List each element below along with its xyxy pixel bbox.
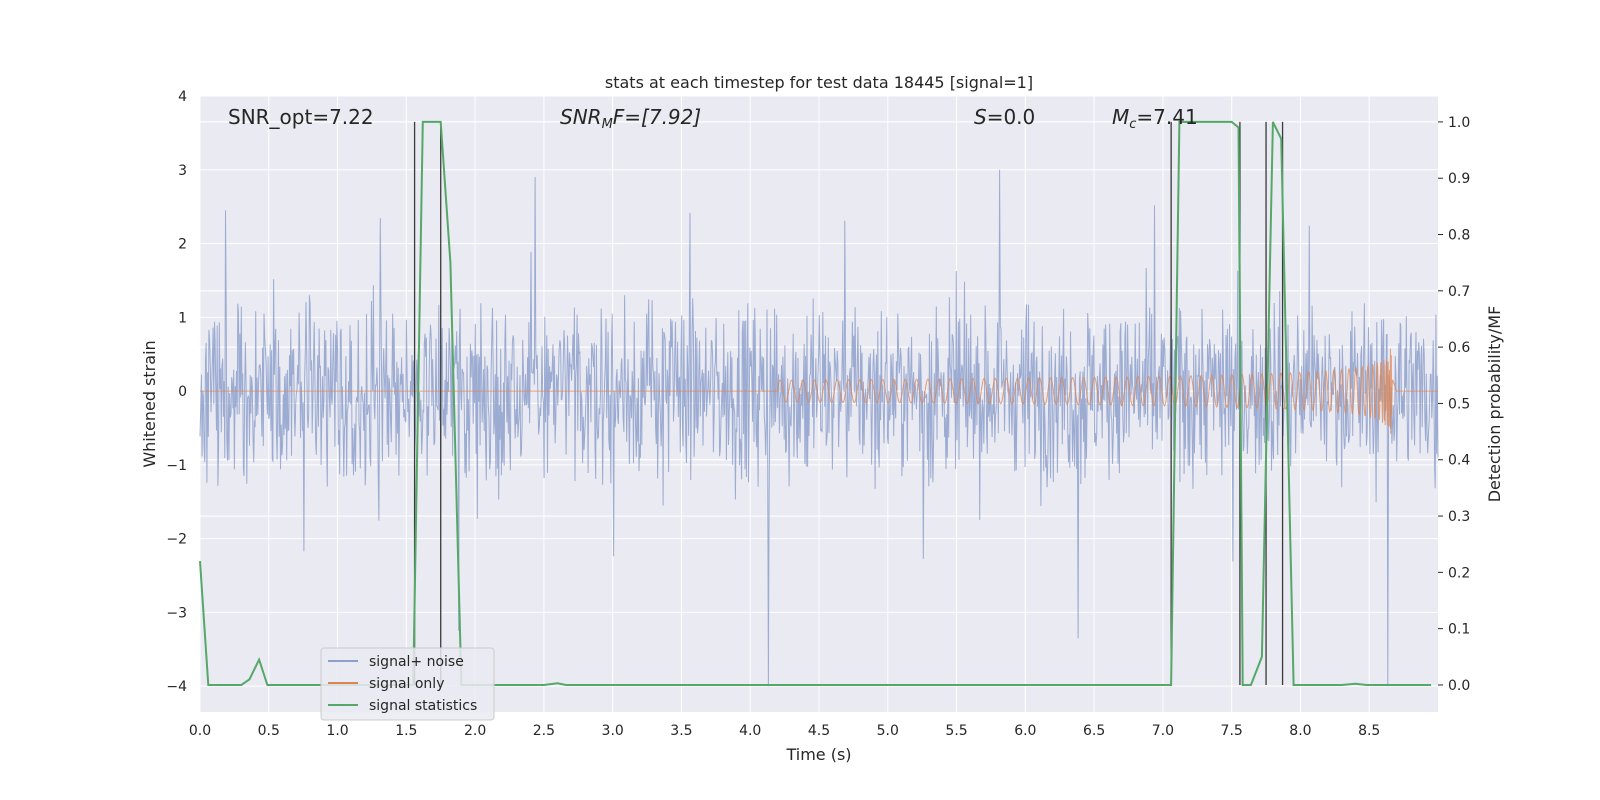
x-tick-label: 0.0 bbox=[189, 723, 211, 739]
x-tick-label: 1.5 bbox=[395, 723, 417, 739]
x-tick-label: 8.5 bbox=[1358, 723, 1380, 739]
x-ticks: 0.0 0.5 1.0 1.5 2.0 2.5 3.0 3.5 4.0 4.5 5.0 5.5 6.0 6… bbox=[189, 723, 1380, 739]
y-tick-label: −3 bbox=[166, 605, 187, 621]
legend: signal+ noise signal only signal statist… bbox=[320, 647, 495, 721]
y2-tick-label: 0.0 bbox=[1448, 678, 1470, 694]
y2-tick-label: 0.3 bbox=[1448, 509, 1470, 525]
y-ticks: 4 3 2 1 0 −1 −2 −3 −4 bbox=[166, 89, 187, 695]
series-signal-only bbox=[200, 348, 1438, 434]
x-tick-label: 6.0 bbox=[1014, 723, 1036, 739]
x-tick-label: 8.0 bbox=[1289, 723, 1311, 739]
legend-label-stats: signal statistics bbox=[369, 698, 477, 714]
x-tick-label: 4.5 bbox=[808, 723, 830, 739]
series-signal-noise bbox=[199, 169, 1439, 687]
x-tick-label: 2.5 bbox=[533, 723, 555, 739]
legend-label-signal: signal only bbox=[369, 676, 444, 692]
x-tick-label: 1.0 bbox=[326, 723, 348, 739]
y-tick-label: −4 bbox=[166, 679, 187, 695]
y-tick-label: −1 bbox=[166, 458, 187, 474]
legend-label-noise: signal+ noise bbox=[369, 654, 464, 670]
x-tick-label: 7.5 bbox=[1221, 723, 1243, 739]
x-tick-label: 3.5 bbox=[670, 723, 692, 739]
y2-tick-label: 0.7 bbox=[1448, 284, 1470, 300]
y2-tick-label: 0.1 bbox=[1448, 622, 1470, 638]
y2-tick-label: 0.5 bbox=[1448, 396, 1470, 412]
x-tick-label: 4.0 bbox=[739, 723, 761, 739]
annotation-s: S=0.0 bbox=[974, 105, 1035, 129]
y2-tick-label: 1.0 bbox=[1448, 115, 1470, 131]
x-tick-label: 7.0 bbox=[1152, 723, 1174, 739]
x-tick-label: 3.0 bbox=[602, 723, 624, 739]
y-tick-label: 2 bbox=[178, 237, 187, 253]
x-tick-label: 5.0 bbox=[877, 723, 899, 739]
y-tick-label: 4 bbox=[178, 89, 187, 105]
y2-tick-label: 0.6 bbox=[1448, 340, 1470, 356]
annotation-snr-mf: SNRMF=[7.92] bbox=[560, 105, 701, 132]
y-axis-label: Whitened strain bbox=[140, 340, 159, 467]
x-axis-label: Time (s) bbox=[785, 745, 851, 764]
y2-ticks: 1.0 0.9 0.8 0.7 0.6 0.5 0.4 0.3 0.2 0.1 0.0 bbox=[1438, 115, 1470, 694]
y-tick-label: −2 bbox=[166, 532, 187, 548]
chart-title: stats at each timestep for test data 184… bbox=[605, 73, 1033, 92]
x-tick-label: 5.5 bbox=[945, 723, 967, 739]
y2-axis-label: Detection probability/MF bbox=[1485, 306, 1504, 503]
y2-tick-label: 0.8 bbox=[1448, 228, 1470, 244]
x-tick-label: 0.5 bbox=[258, 723, 280, 739]
statistics-line bbox=[199, 120, 1432, 686]
y2-tick-label: 0.4 bbox=[1448, 453, 1470, 469]
y-tick-label: 3 bbox=[178, 163, 187, 179]
y-tick-label: 1 bbox=[178, 310, 187, 326]
x-tick-label: 6.5 bbox=[1083, 723, 1105, 739]
annotation-mc: Mc=7.41 bbox=[1112, 105, 1198, 132]
series-signal-statistics bbox=[199, 120, 1432, 686]
noise-line bbox=[199, 169, 1439, 687]
y2-tick-label: 0.9 bbox=[1448, 171, 1470, 187]
chirp-line bbox=[200, 348, 1438, 434]
y2-tick-label: 0.2 bbox=[1448, 565, 1470, 581]
legend-box bbox=[320, 647, 495, 721]
x-tick-label: 2.0 bbox=[464, 723, 486, 739]
y-tick-label: 0 bbox=[178, 384, 187, 400]
annotation-snr-opt: SNR_opt=7.22 bbox=[228, 105, 374, 129]
